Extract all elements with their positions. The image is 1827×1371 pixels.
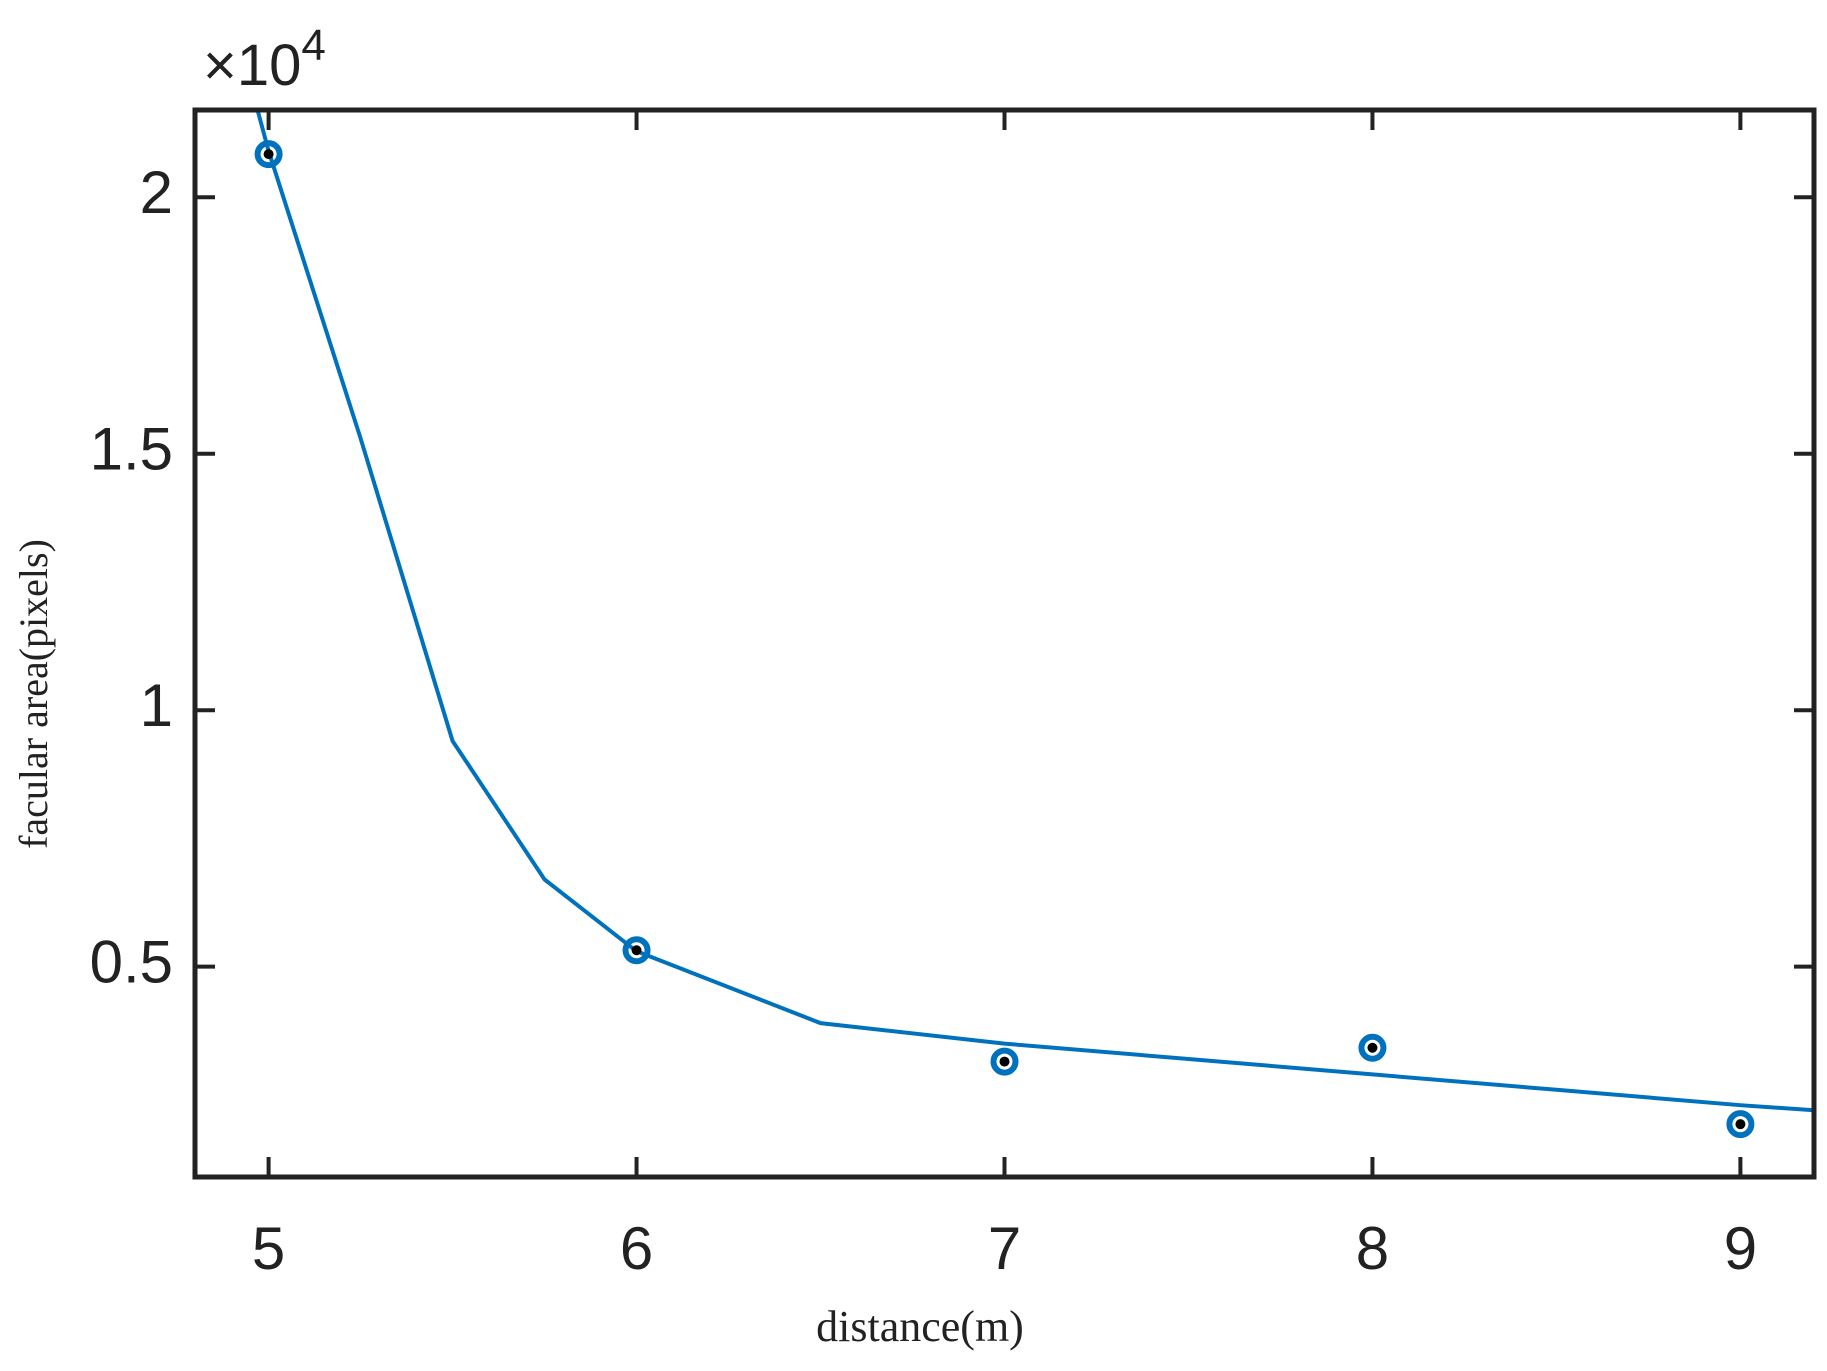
point-center: [631, 945, 642, 956]
multiplier-exponent: 4: [301, 21, 325, 70]
x-tick-label: 9: [1724, 1215, 1757, 1282]
plot-area: [254, 110, 1814, 1139]
point-ring: [622, 936, 651, 965]
y-multiplier: ×104: [203, 21, 326, 99]
y-tick-label: 2: [140, 159, 173, 226]
data-point: [1358, 1033, 1387, 1062]
x-axis-label: distance(m): [816, 1302, 1024, 1351]
point-ring: [1726, 1110, 1755, 1139]
y-axis-label: facular area(pixels): [11, 539, 56, 849]
x-tick-label: 6: [620, 1215, 653, 1282]
point-center: [1735, 1119, 1746, 1130]
point-ring: [990, 1047, 1019, 1076]
x-tick-label: 5: [252, 1215, 285, 1282]
y-tick-label: 1.5: [90, 416, 173, 483]
point-ring: [1358, 1033, 1387, 1062]
data-point: [1726, 1110, 1755, 1139]
data-point: [622, 936, 651, 965]
fit-curve: [255, 110, 1814, 1113]
x-tick-label: 7: [988, 1215, 1021, 1282]
data-point: [990, 1047, 1019, 1076]
x-tick-label: 8: [1356, 1215, 1389, 1282]
y-tick-label: 1: [140, 672, 173, 739]
point-center: [263, 149, 274, 160]
point-center: [1367, 1042, 1378, 1053]
point-center: [999, 1056, 1010, 1067]
plot-frame: [192, 107, 1817, 1180]
multiplier-base: ×10: [203, 33, 301, 98]
data-point: [254, 140, 283, 169]
point-ring: [254, 140, 283, 169]
y-tick-label: 0.5: [90, 929, 173, 996]
